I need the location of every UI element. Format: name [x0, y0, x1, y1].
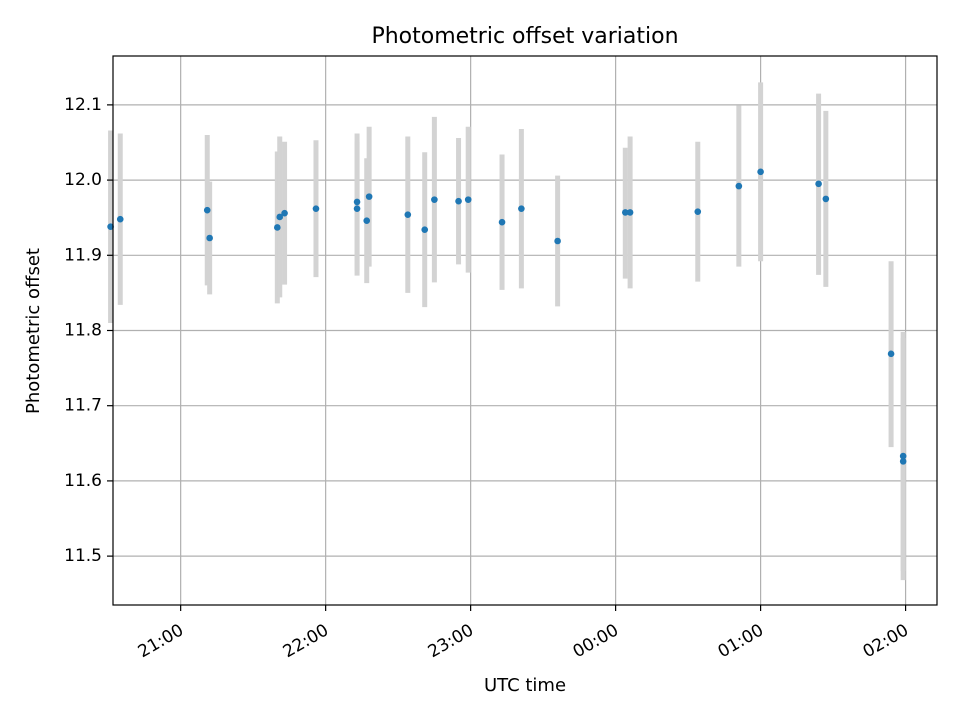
chart-title: Photometric offset variation [371, 24, 678, 49]
data-point [431, 196, 438, 203]
y-axis-label: Photometric offset [23, 248, 44, 414]
data-point [404, 211, 412, 218]
data-point [887, 350, 895, 358]
data-point [281, 209, 288, 217]
data-point [498, 218, 506, 226]
data-point [735, 182, 743, 190]
data-point [365, 193, 373, 200]
data-point [815, 180, 822, 188]
data-point [757, 168, 764, 176]
data-point [116, 215, 124, 223]
data-point [694, 208, 702, 215]
y-axis-ticks: 11.5 11.6 11.7 11.8 11.9 12.0 12.1 [64, 95, 113, 566]
data-point [206, 234, 213, 242]
grid [113, 56, 937, 605]
y-tick-label: 11.9 [64, 245, 102, 265]
y-tick-label: 12.1 [64, 95, 102, 115]
data-point [203, 206, 211, 214]
data-point [276, 213, 284, 221]
data-points [107, 168, 907, 465]
data-point [554, 237, 561, 245]
data-point [312, 205, 320, 212]
data-point [899, 458, 907, 465]
data-point [455, 197, 462, 205]
data-point [626, 209, 634, 216]
y-tick-label: 11.6 [64, 471, 102, 491]
data-point [464, 196, 472, 203]
data-point [822, 195, 830, 203]
data-point [353, 198, 361, 206]
y-tick-label: 11.8 [64, 321, 102, 341]
data-point [353, 205, 361, 212]
data-point [899, 452, 907, 460]
y-tick-label: 11.7 [64, 396, 102, 416]
y-tick-label: 11.5 [64, 546, 102, 566]
data-point [518, 205, 525, 212]
x-axis-label: UTC time [484, 675, 566, 696]
data-point [274, 224, 281, 231]
data-point [621, 209, 629, 216]
data-point [363, 217, 371, 224]
data-point [421, 226, 429, 234]
y-tick-label: 12.0 [64, 170, 102, 190]
data-point [107, 223, 114, 231]
